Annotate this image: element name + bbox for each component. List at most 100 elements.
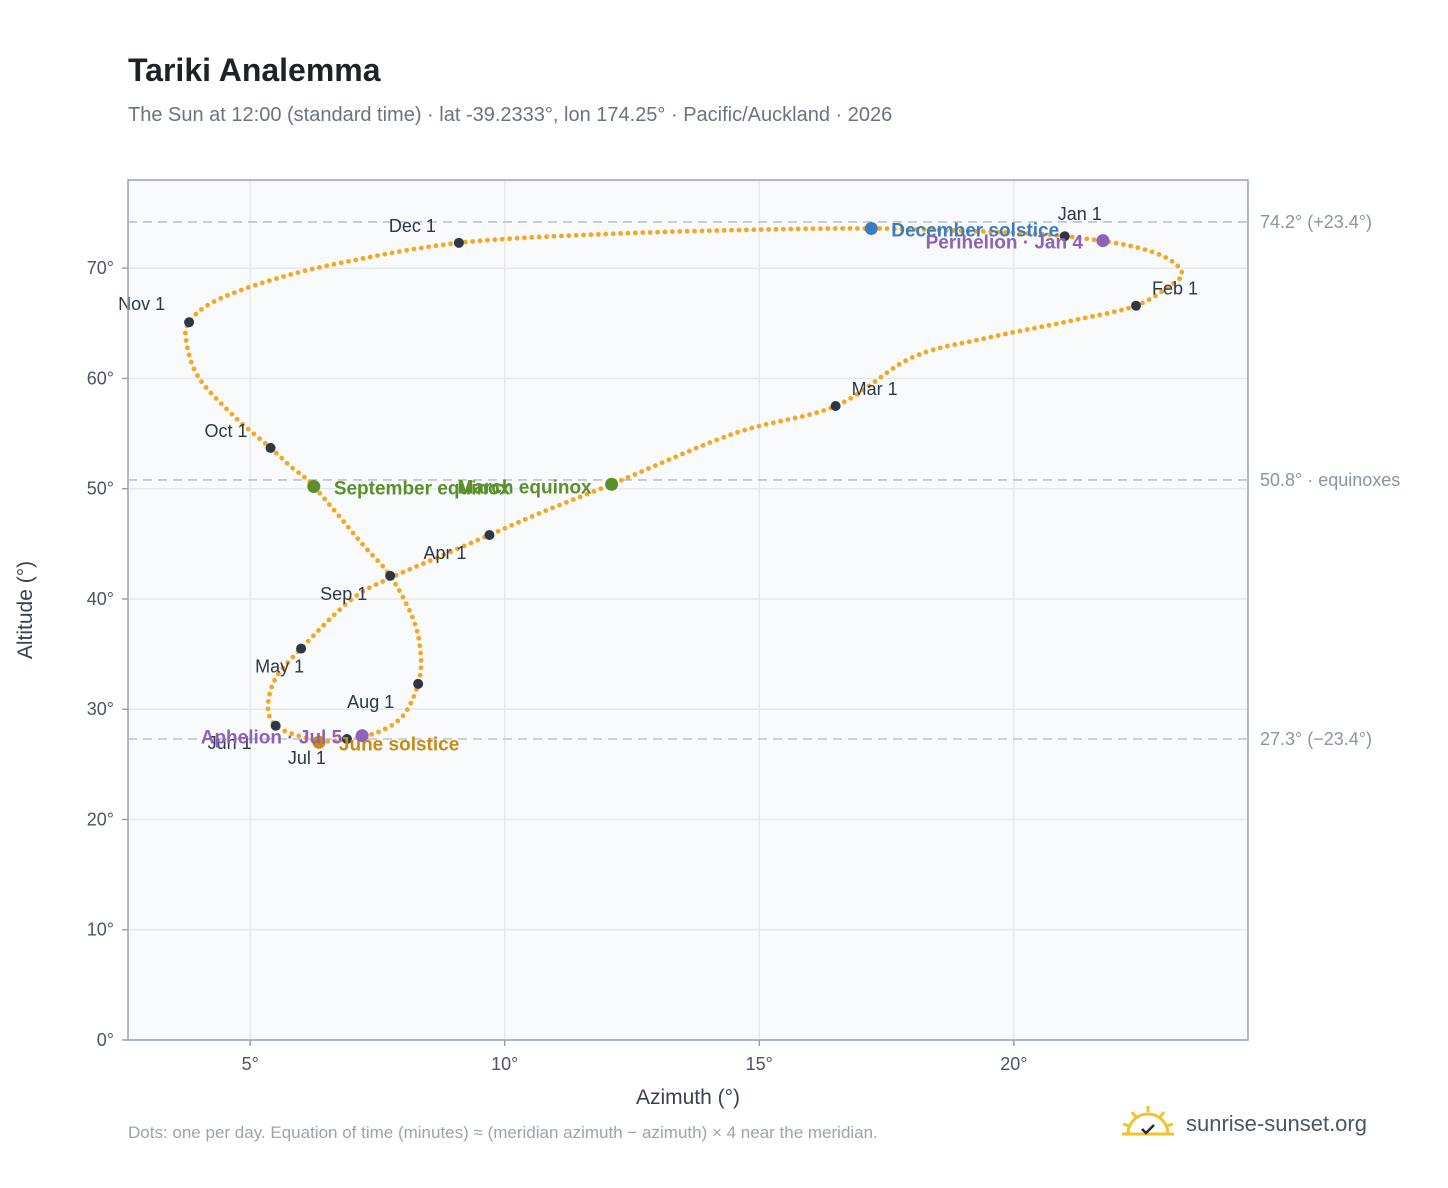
daily-dot <box>281 274 286 279</box>
month-label: Dec 1 <box>389 216 436 236</box>
month-marker <box>413 678 424 689</box>
daily-dot <box>1156 251 1162 257</box>
y-tick-label: 30° <box>87 699 114 719</box>
daily-dot <box>389 250 395 256</box>
daily-dot <box>376 729 381 735</box>
daily-dot <box>322 496 328 502</box>
daily-dot <box>205 302 210 308</box>
daily-dot <box>890 366 896 371</box>
brand-logo[interactable]: sunrise-sunset.org <box>1120 1100 1367 1148</box>
daily-dot <box>408 700 414 706</box>
daily-dot <box>610 231 616 237</box>
daily-dot <box>1165 285 1171 290</box>
daily-dot <box>367 254 373 260</box>
daily-dot <box>788 226 794 232</box>
month-label: Mar 1 <box>852 379 898 399</box>
daily-dot <box>234 416 240 422</box>
daily-dot <box>262 440 268 446</box>
daily-dot <box>646 466 651 471</box>
daily-dot <box>1120 242 1126 247</box>
daily-dot <box>382 726 388 732</box>
daily-dot <box>729 227 734 233</box>
daily-dot <box>257 436 262 442</box>
daily-dot <box>231 290 237 296</box>
daily-dot <box>699 228 705 234</box>
daily-dot <box>766 227 771 232</box>
daily-dot <box>566 233 572 239</box>
daily-dot <box>1177 276 1182 282</box>
daily-dot <box>1135 245 1141 251</box>
daily-dot <box>331 612 337 618</box>
daily-dot <box>855 226 860 231</box>
daily-dot <box>353 257 359 263</box>
daily-dot <box>331 507 337 513</box>
daily-dot <box>916 352 922 357</box>
daily-dot <box>403 601 409 607</box>
daily-dot <box>266 713 272 719</box>
daily-dot <box>354 593 360 598</box>
daily-dot <box>321 622 327 628</box>
y-tick-label: 20° <box>87 809 114 829</box>
month-label: Nov 1 <box>118 294 165 314</box>
daily-dot <box>1054 232 1060 238</box>
daily-dot <box>411 246 417 252</box>
daily-dot <box>284 460 290 466</box>
plot-frame <box>127 179 1249 1041</box>
x-tick-label: 15° <box>746 1054 773 1074</box>
event-label: December solstice <box>891 221 1059 242</box>
daily-dot <box>434 555 440 561</box>
daily-dot <box>884 370 890 376</box>
reference-line-label: 74.2° (+23.4°) <box>1260 212 1372 232</box>
month-marker <box>484 530 495 541</box>
daily-dot <box>193 311 199 317</box>
daily-dot <box>396 249 402 254</box>
daily-dot <box>211 299 217 304</box>
daily-dot <box>639 469 645 474</box>
daily-dot <box>418 665 424 671</box>
month-label: Apr 1 <box>423 543 466 563</box>
daily-dot <box>485 237 490 243</box>
daily-dot <box>245 426 251 432</box>
daily-dot <box>921 227 927 232</box>
daily-dot <box>280 665 286 671</box>
daily-dot <box>1163 255 1169 260</box>
daily-dot <box>1175 263 1181 269</box>
daily-dot <box>1169 258 1175 264</box>
daily-dot <box>818 226 823 232</box>
daily-dot <box>1069 234 1075 240</box>
chart-subtitle: The Sun at 12:00 (standard time) · lat -… <box>128 104 893 126</box>
daily-dot <box>749 425 755 431</box>
daily-dot <box>274 276 279 281</box>
daily-dot <box>1032 231 1038 237</box>
daily-dot <box>632 230 638 236</box>
daily-dot <box>1179 269 1185 275</box>
footnote: Dots: one per day. Equation of time (min… <box>128 1123 878 1142</box>
month-label: Jan 1 <box>1058 204 1102 224</box>
daily-dot <box>1091 237 1097 243</box>
daily-dot <box>375 253 380 258</box>
daily-dot <box>543 508 549 514</box>
month-marker <box>385 570 396 581</box>
daily-dot <box>551 233 557 239</box>
daily-dot <box>803 226 809 232</box>
daily-dot <box>229 411 235 417</box>
daily-dot <box>224 406 229 412</box>
daily-dot <box>296 470 301 476</box>
daily-dot <box>959 340 965 346</box>
daily-dot <box>714 437 720 443</box>
y-tick-label: 50° <box>87 479 114 499</box>
daily-dot <box>763 421 769 427</box>
daily-dot <box>265 699 271 704</box>
daily-dot <box>462 239 468 245</box>
daily-dot <box>433 243 439 249</box>
daily-dot <box>416 635 422 641</box>
daily-dot <box>341 519 347 524</box>
daily-dot <box>1097 312 1103 318</box>
reference-line-label: 27.3° (−23.4°) <box>1260 729 1372 749</box>
month-label: Sep 1 <box>320 584 367 604</box>
month-marker <box>1059 231 1070 242</box>
daily-dot <box>420 561 426 566</box>
daily-dot <box>1128 243 1134 249</box>
daily-dot <box>814 410 820 416</box>
daily-dot <box>272 677 277 683</box>
